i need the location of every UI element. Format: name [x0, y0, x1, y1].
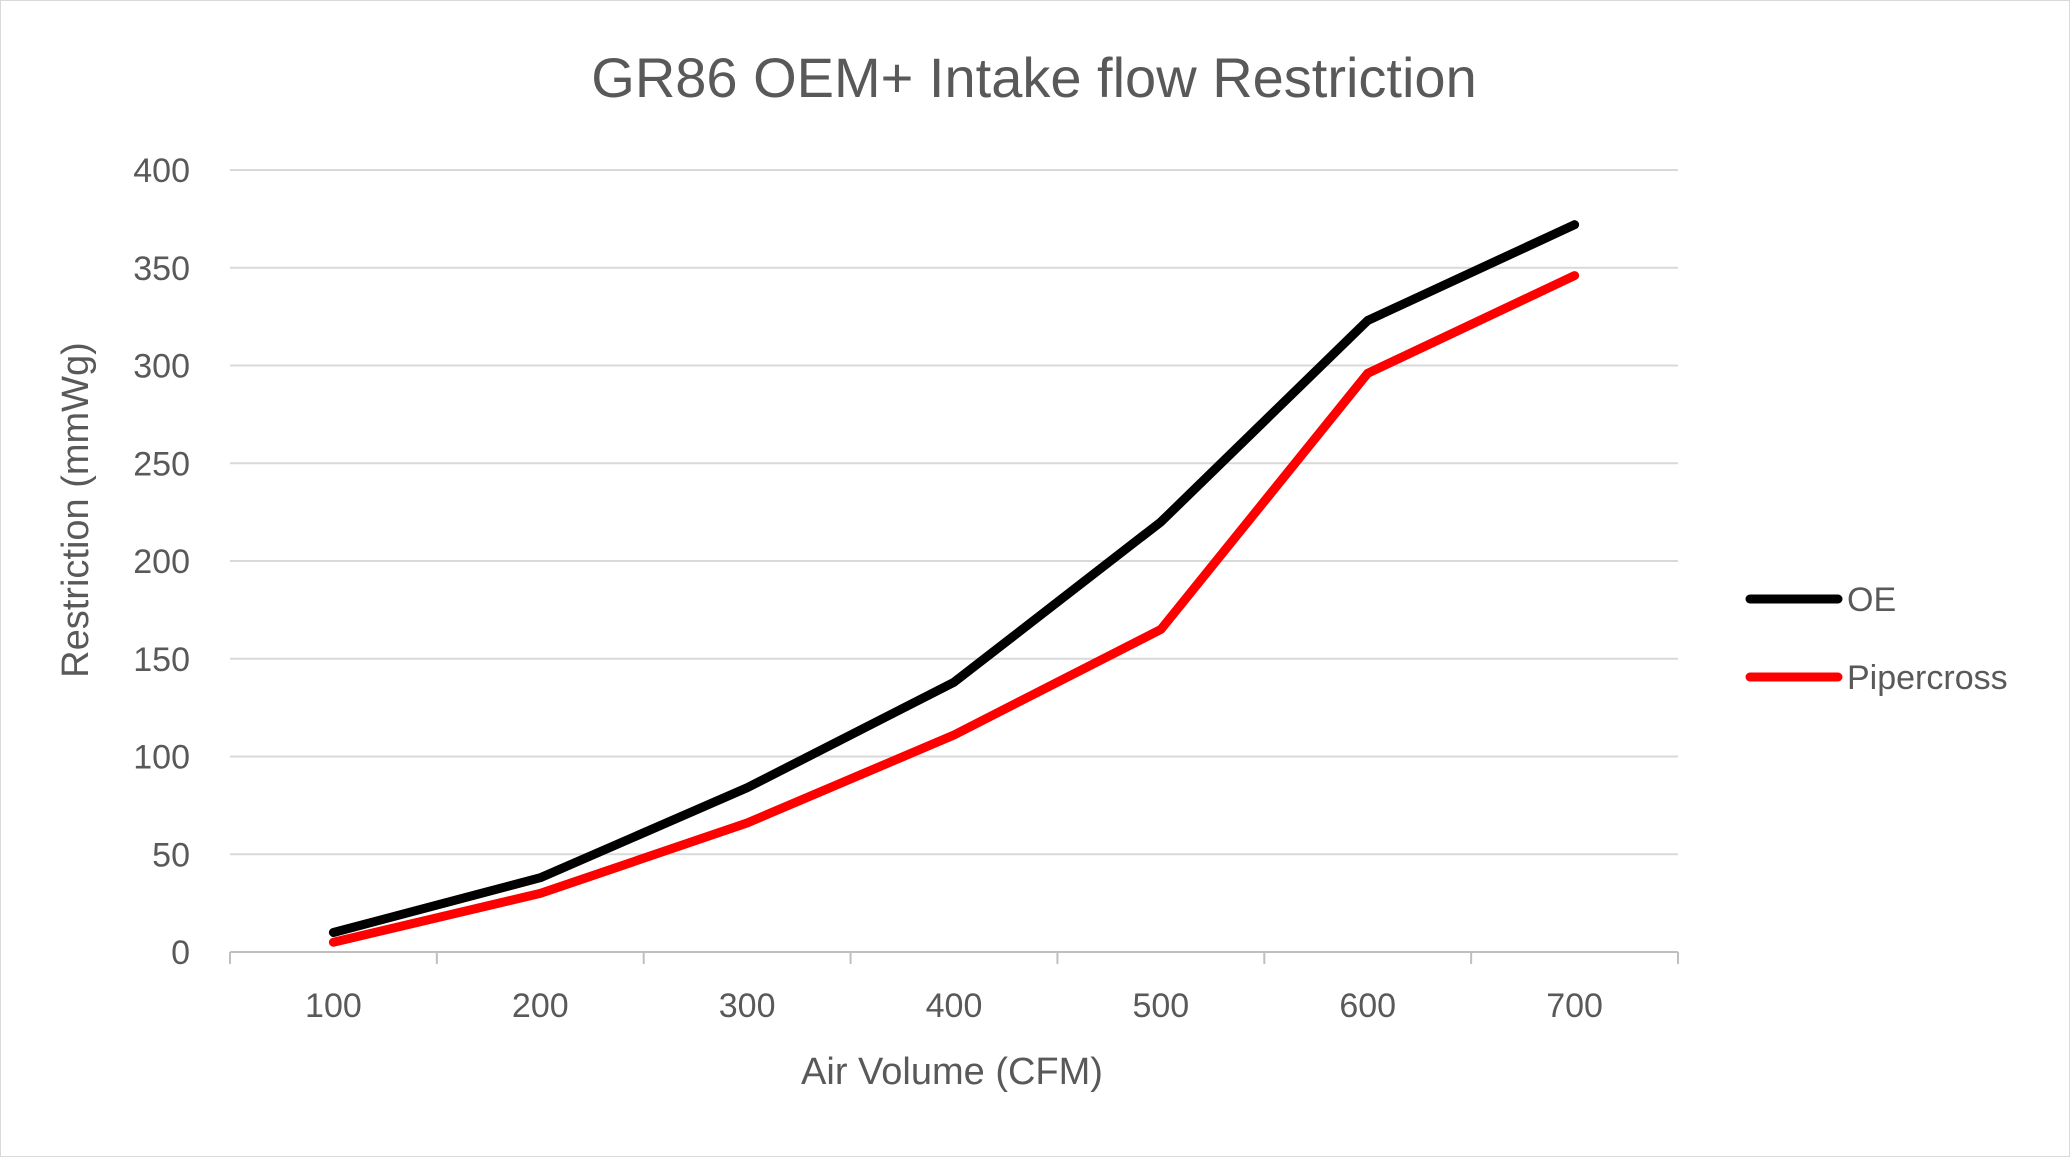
chart-title: GR86 OEM+ Intake flow Restriction [591, 46, 1476, 109]
y-axis-ticks: 0 50 100 150 200 250 300 350 400 [133, 152, 190, 972]
x-axis-title: Air Volume (CFM) [801, 1051, 1103, 1093]
y-tick-label: 50 [152, 836, 190, 874]
gridlines [230, 169, 1678, 856]
x-tick-label: 200 [512, 987, 569, 1025]
legend: OE Pipercross [1745, 581, 2008, 697]
y-tick-label: 400 [133, 152, 190, 190]
y-axis-title: Restriction (mmWg) [55, 342, 97, 678]
x-tick-label: 400 [926, 987, 983, 1025]
x-axis-ticks: 100 200 300 400 500 600 700 [305, 987, 1603, 1025]
y-tick-label: 350 [133, 250, 190, 288]
series-line-pipercross [328, 271, 1580, 947]
y-tick-label: 200 [133, 543, 190, 581]
x-tick-label: 300 [719, 987, 776, 1025]
y-tick-label: 250 [133, 445, 190, 483]
y-tick-label: 300 [133, 348, 190, 386]
x-tick-label: 500 [1132, 987, 1189, 1025]
x-tick-label: 100 [305, 987, 362, 1025]
y-tick-label: 100 [133, 739, 190, 777]
series-line-oe [328, 220, 1580, 937]
legend-label-oe: OE [1847, 581, 1896, 619]
x-tick-label: 700 [1546, 987, 1603, 1025]
series-lines [328, 220, 1580, 947]
y-tick-label: 0 [171, 934, 190, 972]
x-axis [229, 951, 1679, 964]
legend-label-pipercross: Pipercross [1847, 659, 2008, 697]
x-tick-label: 600 [1339, 987, 1396, 1025]
y-tick-label: 150 [133, 641, 190, 679]
